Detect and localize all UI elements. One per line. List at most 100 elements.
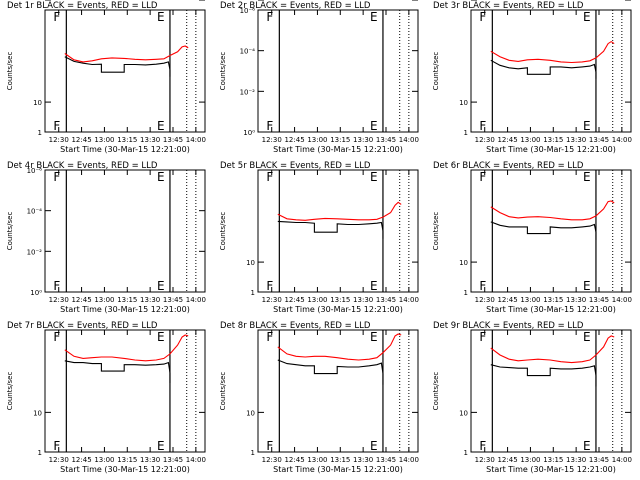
series-line-events — [64, 56, 171, 77]
y-tick-label: 10 — [33, 409, 42, 417]
y-tick-label: 10 — [459, 259, 468, 267]
x-tick-label: 12:30 — [49, 456, 69, 464]
x-axis-label: Start Time (30-Mar-15 12:21:00) — [60, 145, 190, 154]
series-line-events — [277, 220, 384, 239]
chart-title: Det 5r BLACK = Events, RED = LLD — [220, 161, 371, 171]
x-tick-label: 12:45 — [71, 456, 91, 464]
y-tick-label: 1000 — [450, 0, 468, 2]
y-tick-label: 1 — [251, 289, 255, 297]
chart-title: Det 7r BLACK = Events, RED = LLD — [7, 321, 158, 331]
chart-title: Det 9r BLACK = Events, RED = LLD — [433, 321, 584, 331]
y-tick-label: 10⁻⁴ — [240, 48, 256, 56]
series-line-events — [277, 359, 384, 385]
marker-label-top-e: E — [583, 170, 591, 184]
series-line-events — [490, 59, 597, 79]
x-tick-label: 13:45 — [589, 296, 609, 304]
x-tick-label: 12:45 — [71, 296, 91, 304]
y-tick-label: 10000 — [233, 0, 255, 2]
chart-title: Det 6r BLACK = Events, RED = LLD — [433, 161, 584, 171]
x-tick-label: 12:45 — [497, 296, 517, 304]
series-line-events — [490, 364, 597, 387]
marker-label-bottom-e: E — [583, 279, 591, 293]
y-tick-label: 1 — [464, 129, 468, 137]
x-tick-label: 12:30 — [262, 296, 282, 304]
y-tick-label: 10 — [33, 99, 42, 107]
x-tick-label: 13:30 — [140, 296, 160, 304]
plot-frame — [44, 9, 206, 133]
x-tick-label: 13:30 — [353, 296, 373, 304]
y-tick-label: 10⁻⁶ — [240, 7, 256, 15]
y-tick-label: 10⁻⁶ — [27, 167, 43, 175]
y-tick-label: 1000 — [450, 0, 468, 2]
marker-label-top-e: E — [157, 10, 165, 24]
series-line-lld — [64, 45, 189, 63]
y-tick-label: 10 — [459, 409, 468, 417]
x-tick-label: 13:45 — [163, 456, 183, 464]
marker-label-bottom-f: F — [479, 279, 486, 293]
x-tick-label: 13:45 — [376, 456, 396, 464]
chart-title: Det 8r BLACK = Events, RED = LLD — [220, 321, 371, 331]
y-tick-label: 1 — [464, 289, 468, 297]
x-tick-label: 13:00 — [307, 456, 327, 464]
x-tick-label: 13:00 — [307, 296, 327, 304]
x-tick-label: 13:45 — [376, 296, 396, 304]
y-tick-label: 1 — [251, 449, 255, 457]
panel-det-2: Det 2r BLACK = Events, RED = LLD Counts/s… — [219, 1, 419, 154]
x-tick-label: 14:00 — [612, 296, 632, 304]
x-tick-label: 12:30 — [49, 136, 69, 144]
y-axis-label: Counts/sec — [6, 372, 14, 411]
x-tick-label: 13:15 — [543, 456, 563, 464]
x-tick-label: 12:45 — [497, 456, 517, 464]
series-line-events — [64, 360, 171, 383]
x-tick-label: 13:15 — [543, 296, 563, 304]
y-axis-label: Counts/sec — [219, 212, 227, 251]
x-tick-label: 13:00 — [520, 136, 540, 144]
marker-label-bottom-e: E — [370, 439, 378, 453]
marker-label-top-f: F — [479, 10, 486, 24]
x-axis-label: Start Time (30-Mar-15 12:21:00) — [60, 465, 190, 474]
x-tick-label: 13:00 — [94, 136, 114, 144]
x-tick-label: 13:15 — [117, 456, 137, 464]
marker-label-bottom-f: F — [53, 279, 60, 293]
x-tick-label: 13:00 — [94, 296, 114, 304]
series-line-lld — [490, 200, 615, 221]
y-axis-label: Counts/sec — [432, 52, 440, 91]
x-tick-label: 12:30 — [475, 136, 495, 144]
y-tick-label: 10⁰ — [30, 289, 42, 297]
marker-label-bottom-e: E — [583, 119, 591, 133]
marker-label-bottom-f: F — [53, 119, 60, 133]
panel-det-9: Det 9r BLACK = Events, RED = LLD Counts/s… — [432, 0, 632, 474]
marker-label-top-e: E — [370, 330, 378, 344]
series-line-events — [490, 221, 597, 240]
marker-label-top-e: E — [370, 10, 378, 24]
chart-title: Det 4r BLACK = Events, RED = LLD — [7, 161, 158, 171]
marker-label-top-e: E — [583, 10, 591, 24]
y-tick-label: 10⁻⁴ — [27, 208, 43, 216]
marker-label-bottom-e: E — [157, 439, 165, 453]
marker-label-top-f: F — [53, 10, 60, 24]
x-tick-label: 13:00 — [520, 456, 540, 464]
x-axis-label: Start Time (30-Mar-15 12:21:00) — [273, 145, 403, 154]
x-tick-label: 13:45 — [589, 136, 609, 144]
x-tick-label: 13:00 — [307, 136, 327, 144]
y-tick-label: 1000 — [24, 0, 42, 2]
panel-det-4: Det 4r BLACK = Events, RED = LLD Counts/s… — [6, 161, 206, 314]
x-tick-label: 13:30 — [566, 136, 586, 144]
series-line-lld — [64, 334, 189, 362]
plot-frame — [257, 9, 419, 133]
y-tick-label: 1 — [38, 129, 42, 137]
x-tick-label: 14:00 — [612, 456, 632, 464]
y-tick-label: 100 — [29, 0, 42, 2]
x-axis-label: Start Time (30-Mar-15 12:21:00) — [60, 305, 190, 314]
x-tick-label: 14:00 — [186, 136, 206, 144]
x-tick-label: 14:00 — [399, 456, 419, 464]
x-tick-label: 12:30 — [262, 456, 282, 464]
marker-label-top-f: F — [266, 170, 273, 184]
y-tick-label: 10000 — [446, 0, 468, 2]
marker-label-top-f: F — [479, 330, 486, 344]
marker-label-bottom-f: F — [53, 439, 60, 453]
marker-label-top-e: E — [370, 170, 378, 184]
x-tick-label: 13:45 — [163, 136, 183, 144]
panel-det-8: Det 8r BLACK = Events, RED = LLD Counts/s… — [219, 0, 419, 474]
